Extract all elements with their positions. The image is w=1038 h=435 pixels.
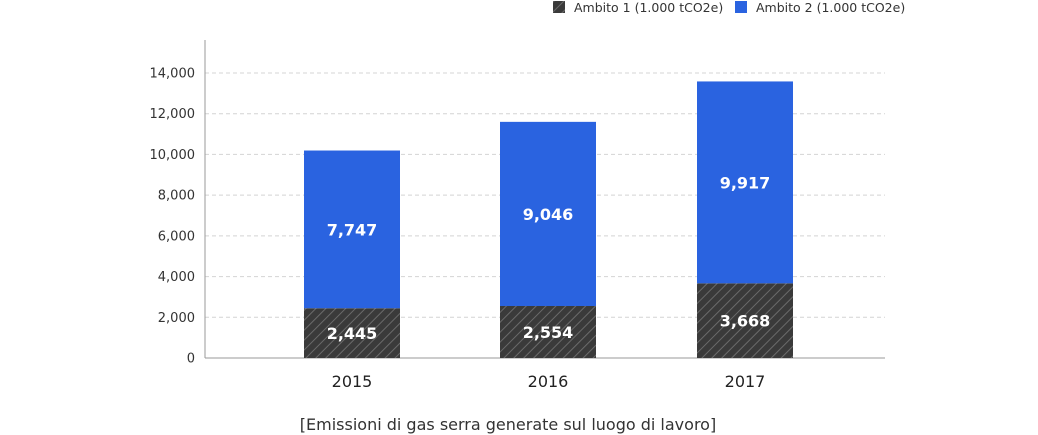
data-label: 2,445 — [327, 324, 378, 343]
chart-caption: [Emissioni di gas serra generate sul luo… — [300, 415, 716, 434]
y-tick-label: 14,000 — [150, 67, 196, 82]
x-tick-label: 2017 — [725, 372, 766, 391]
axes: 0 2,000 4,000 6,000 8,000 10,000 12,000 14,000 2… — [150, 40, 885, 391]
legend-swatch — [553, 1, 565, 13]
data-label: 9,917 — [720, 173, 771, 192]
legend: Ambito 1 (1.000 tCO2e) Ambito 2 (1.000 tC… — [553, 0, 905, 15]
bar-segment — [500, 121, 596, 307]
y-tick-label: 8,000 — [158, 189, 195, 204]
bar-segment — [304, 308, 400, 358]
x-tick-label: 2016 — [528, 372, 569, 391]
bar-segment — [500, 306, 596, 358]
y-tick-label: 10,000 — [150, 148, 196, 163]
y-tick-label: 2,000 — [158, 311, 195, 326]
y-tick-label: 6,000 — [158, 229, 195, 244]
legend-label: Ambito 2 (1.000 tCO2e) — [756, 0, 905, 15]
data-label: 3,668 — [720, 312, 771, 331]
bar-segment — [304, 150, 400, 309]
data-label: 9,046 — [523, 205, 574, 224]
data-labels: 2,445 7,747 2,554 9,046 3,668 9,917 — [327, 173, 771, 343]
y-tick-label: 12,000 — [150, 107, 196, 122]
y-tick-label: 4,000 — [158, 270, 195, 285]
bars — [304, 81, 793, 358]
x-tick-label: 2015 — [332, 372, 373, 391]
bar-segment — [697, 283, 793, 358]
data-label: 7,747 — [327, 220, 378, 239]
y-tick-label: 0 — [187, 352, 195, 367]
legend-swatch — [735, 1, 747, 13]
bar-segment — [697, 81, 793, 284]
data-label: 2,554 — [523, 323, 574, 342]
legend-label: Ambito 1 (1.000 tCO2e) — [574, 0, 723, 15]
